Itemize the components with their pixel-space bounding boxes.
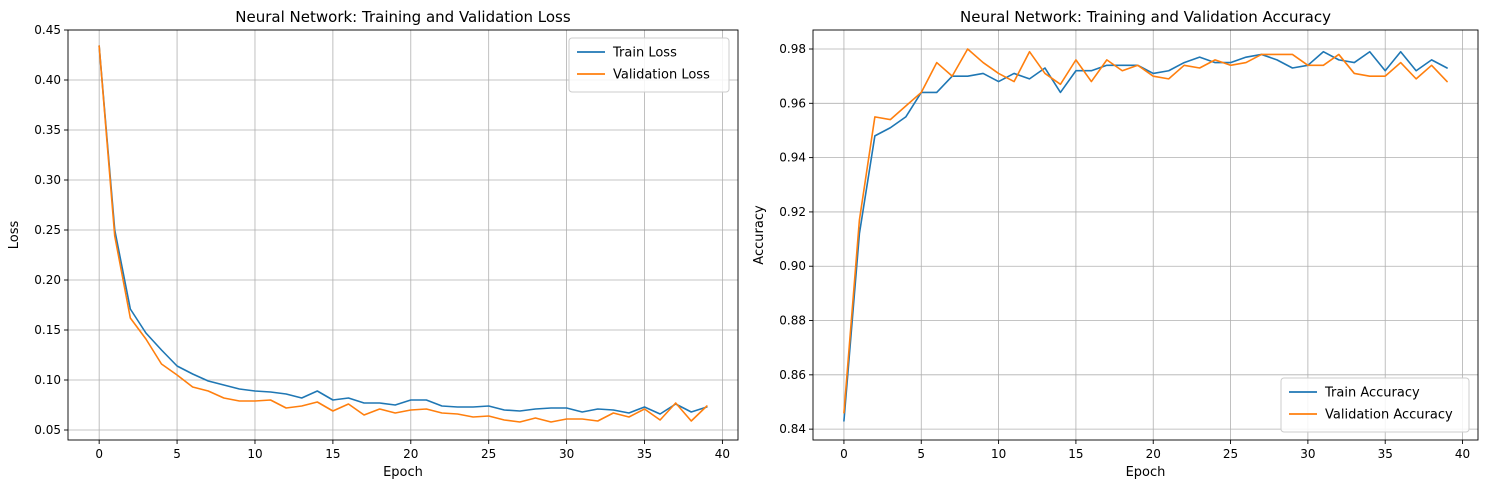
- accuracy-y-tick-label: 0.86: [779, 368, 806, 382]
- loss-chart-panel: 0 5 10 15 20 25 30 35 40 0.05 0.10 0.15 0.20 0.25 0.30…: [7, 8, 739, 480]
- loss-y-tick-label: 0.25: [34, 223, 61, 237]
- accuracy-y-tick-label: 0.88: [779, 314, 806, 328]
- loss-x-tick-label: 40: [715, 447, 730, 461]
- accuracy-x-tick-label: 20: [1146, 447, 1161, 461]
- loss-y-tick-label: 0.10: [34, 373, 61, 387]
- accuracy-x-tick-label: 40: [1455, 447, 1470, 461]
- loss-y-tick-label: 0.40: [34, 73, 61, 87]
- loss-legend-label: Validation Loss: [613, 68, 710, 83]
- loss-y-tick-label: 0.30: [34, 173, 61, 187]
- accuracy-x-tick-label: 25: [1223, 447, 1238, 461]
- accuracy-y-tick-label: 0.98: [779, 42, 806, 56]
- accuracy-series-line-train-accuracy: [843, 50, 1448, 422]
- accuracy-series-line-validation-accuracy: [843, 48, 1448, 414]
- accuracy-y-tick-label: 0.84: [779, 422, 806, 436]
- accuracy-x-tick-label: 0: [840, 447, 848, 461]
- loss-series-line-train-loss: [98, 45, 708, 415]
- loss-y-axis-label: Loss: [7, 221, 22, 250]
- loss-y-tick-label: 0.15: [34, 323, 61, 337]
- accuracy-legend-label: Validation Accuracy: [1325, 408, 1453, 423]
- loss-legend-box: [568, 37, 730, 93]
- loss-legend-label: Train Loss: [612, 46, 677, 61]
- loss-x-tick-label: 15: [325, 447, 340, 461]
- loss-legend: Train Loss Validation Loss: [568, 37, 730, 93]
- accuracy-axes-frame: [812, 29, 1479, 441]
- accuracy-y-tick-label: 0.92: [779, 205, 806, 219]
- loss-x-tick-label: 25: [481, 447, 496, 461]
- loss-y-tick-label: 0.35: [34, 123, 61, 137]
- accuracy-y-tick-label: 0.96: [779, 96, 806, 110]
- loss-x-tick-label: 10: [247, 447, 262, 461]
- loss-y-tick-label: 0.45: [34, 23, 61, 37]
- loss-x-tick-label: 30: [559, 447, 574, 461]
- loss-series-line-validation-loss: [98, 45, 708, 423]
- accuracy-legend-box: [1280, 377, 1470, 433]
- loss-x-tick-label: 35: [637, 447, 652, 461]
- loss-x-tick-label: 20: [403, 447, 418, 461]
- accuracy-x-axis-label: Epoch: [1126, 465, 1166, 480]
- accuracy-y-tick-label: 0.94: [779, 151, 806, 165]
- loss-chart-title: Neural Network: Training and Validation …: [235, 8, 571, 26]
- accuracy-chart-panel: 0 5 10 15 20 25 30 35 40 0.84 0.86 0.88 0.90 0.92 0.94…: [752, 8, 1479, 480]
- accuracy-x-tick-label: 30: [1300, 447, 1315, 461]
- accuracy-y-tick-label: 0.90: [779, 259, 806, 273]
- accuracy-y-axis-label: Accuracy: [752, 205, 767, 265]
- loss-x-tick-label: 0: [95, 447, 103, 461]
- loss-y-tick-label: 0.05: [34, 423, 61, 437]
- accuracy-legend-label: Train Accuracy: [1324, 386, 1420, 401]
- accuracy-x-tick-label: 35: [1378, 447, 1393, 461]
- accuracy-x-tick-label: 10: [991, 447, 1006, 461]
- loss-x-axis-label: Epoch: [383, 465, 423, 480]
- accuracy-x-tick-label: 5: [917, 447, 925, 461]
- loss-y-tick-label: 0.20: [34, 273, 61, 287]
- accuracy-legend: Train Accuracy Validation Accuracy: [1280, 377, 1470, 433]
- accuracy-chart-title: Neural Network: Training and Validation …: [960, 8, 1331, 26]
- loss-x-tick-label: 5: [173, 447, 181, 461]
- accuracy-x-tick-label: 15: [1068, 447, 1083, 461]
- loss-axes-frame: [67, 29, 739, 441]
